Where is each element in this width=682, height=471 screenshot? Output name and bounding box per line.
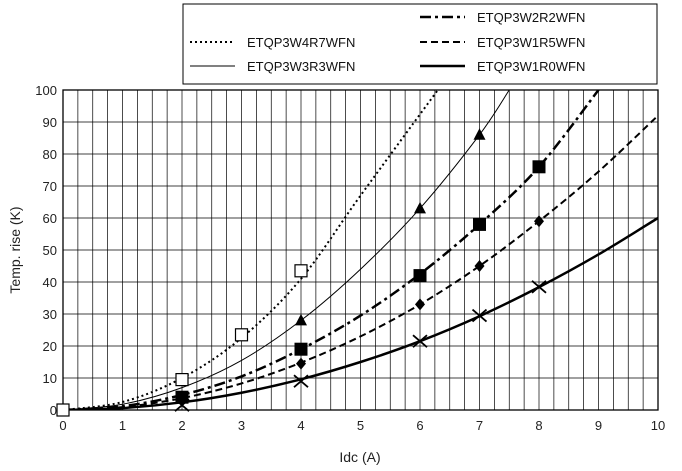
- data-point: [295, 343, 308, 356]
- y-tick-label: 80: [43, 147, 57, 162]
- data-point: [295, 265, 307, 277]
- data-point: [414, 269, 427, 282]
- y-tick-label: 50: [43, 243, 57, 258]
- data-point: [533, 160, 546, 173]
- y-tick-label: 40: [43, 275, 57, 290]
- legend: ETQP3W2R2WFN ETQP3W4R7WFN ETQP3W1R5WFN ETQP…: [183, 4, 657, 84]
- y-tick-label: 90: [43, 115, 57, 130]
- legend-label: ETQP3W4R7WFN: [247, 35, 355, 50]
- x-tick-label: 1: [119, 418, 126, 433]
- x-tick-label: 0: [59, 418, 66, 433]
- y-tick-label: 10: [43, 371, 57, 386]
- x-tick-label: 6: [416, 418, 423, 433]
- data-point: [415, 298, 425, 310]
- y-axis-title: Temp. rise (K): [7, 206, 23, 293]
- x-tick-label: 9: [595, 418, 602, 433]
- legend-label: ETQP3W1R5WFN: [477, 35, 585, 50]
- data-point: [475, 260, 485, 272]
- data-point: [474, 128, 486, 140]
- legend-label: ETQP3W2R2WFN: [477, 10, 585, 25]
- data-point: [534, 215, 544, 227]
- data-point: [295, 314, 307, 326]
- x-tick-label: 8: [535, 418, 542, 433]
- y-tick-label: 60: [43, 211, 57, 226]
- legend-label: ETQP3W1R0WFN: [477, 59, 585, 74]
- x-tick-label: 7: [476, 418, 483, 433]
- x-tick-label: 2: [178, 418, 185, 433]
- x-axis-title: Idc (A): [339, 449, 380, 465]
- y-tick-label: 20: [43, 339, 57, 354]
- y-tick-label: 70: [43, 179, 57, 194]
- series-markers: [57, 128, 546, 416]
- data-point: [236, 329, 248, 341]
- y-tick-label: 0: [50, 403, 57, 418]
- x-tick-label: 4: [297, 418, 304, 433]
- legend-label: ETQP3W3R3WFN: [247, 59, 355, 74]
- x-tick-label: 10: [651, 418, 665, 433]
- y-tick-label: 100: [35, 83, 57, 98]
- x-tick-label: 3: [238, 418, 245, 433]
- data-point: [57, 404, 69, 416]
- data-point: [176, 374, 188, 386]
- data-point: [296, 358, 306, 370]
- data-point: [473, 218, 486, 231]
- x-tick-label: 5: [357, 418, 364, 433]
- y-tick-label: 30: [43, 307, 57, 322]
